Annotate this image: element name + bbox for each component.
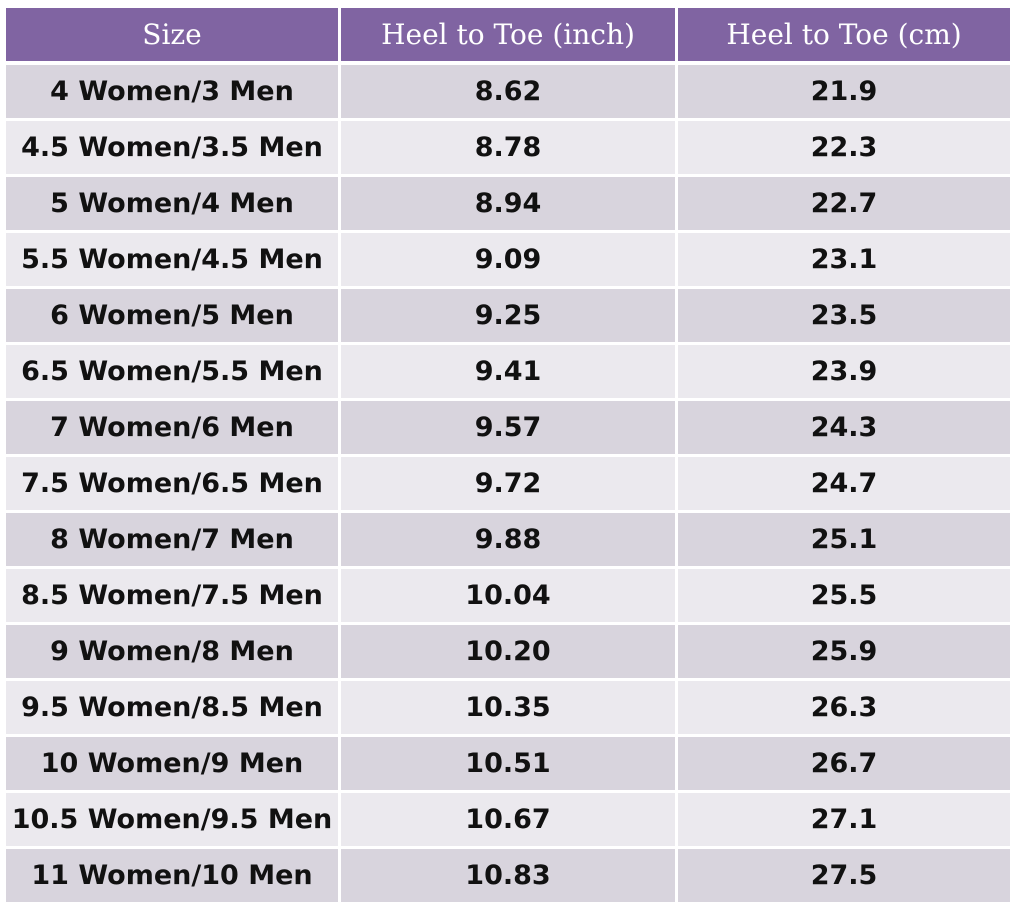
table-row: 4.5 Women/3.5 Men 8.78 22.3: [6, 121, 1010, 174]
inch-cell: 9.41: [341, 345, 675, 398]
size-cell: 7 Women/6 Men: [6, 401, 338, 454]
table-row: 9.5 Women/8.5 Men 10.35 26.3: [6, 681, 1010, 734]
table-row: 5 Women/4 Men 8.94 22.7: [6, 177, 1010, 230]
size-cell: 8.5 Women/7.5 Men: [6, 569, 338, 622]
size-cell: 6.5 Women/5.5 Men: [6, 345, 338, 398]
header-size: Size: [6, 8, 338, 61]
table-row: 7 Women/6 Men 9.57 24.3: [6, 401, 1010, 454]
inch-cell: 8.62: [341, 65, 675, 118]
inch-cell: 10.67: [341, 793, 675, 846]
inch-cell: 10.83: [341, 849, 675, 902]
table-row: 4 Women/3 Men 8.62 21.9: [6, 65, 1010, 118]
size-cell: 7.5 Women/6.5 Men: [6, 457, 338, 510]
size-cell: 10 Women/9 Men: [6, 737, 338, 790]
size-cell: 8 Women/7 Men: [6, 513, 338, 566]
inch-cell: 9.25: [341, 289, 675, 342]
size-cell: 5 Women/4 Men: [6, 177, 338, 230]
cm-cell: 27.1: [678, 793, 1010, 846]
size-cell: 11 Women/10 Men: [6, 849, 338, 902]
size-chart-table: Size Heel to Toe (inch) Heel to Toe (cm)…: [6, 8, 1010, 905]
cm-cell: 27.5: [678, 849, 1010, 902]
header-heel-to-toe-inch: Heel to Toe (inch): [341, 8, 675, 61]
table-header-row: Size Heel to Toe (inch) Heel to Toe (cm): [6, 8, 1010, 61]
cm-cell: 24.3: [678, 401, 1010, 454]
cm-cell: 22.3: [678, 121, 1010, 174]
size-cell: 5.5 Women/4.5 Men: [6, 233, 338, 286]
table-row: 5.5 Women/4.5 Men 9.09 23.1: [6, 233, 1010, 286]
table-row: 10.5 Women/9.5 Men 10.67 27.1: [6, 793, 1010, 846]
inch-cell: 9.72: [341, 457, 675, 510]
inch-cell: 9.09: [341, 233, 675, 286]
cm-cell: 26.3: [678, 681, 1010, 734]
cm-cell: 23.9: [678, 345, 1010, 398]
inch-cell: 8.94: [341, 177, 675, 230]
cm-cell: 25.9: [678, 625, 1010, 678]
inch-cell: 10.51: [341, 737, 675, 790]
cm-cell: 21.9: [678, 65, 1010, 118]
cm-cell: 25.1: [678, 513, 1010, 566]
size-cell: 10.5 Women/9.5 Men: [6, 793, 338, 846]
table-row: 8.5 Women/7.5 Men 10.04 25.5: [6, 569, 1010, 622]
cm-cell: 25.5: [678, 569, 1010, 622]
size-cell: 4 Women/3 Men: [6, 65, 338, 118]
cm-cell: 23.1: [678, 233, 1010, 286]
inch-cell: 10.04: [341, 569, 675, 622]
table-row: 6.5 Women/5.5 Men 9.41 23.9: [6, 345, 1010, 398]
header-heel-to-toe-cm: Heel to Toe (cm): [678, 8, 1010, 61]
size-cell: 9 Women/8 Men: [6, 625, 338, 678]
table-row: 6 Women/5 Men 9.25 23.5: [6, 289, 1010, 342]
cm-cell: 26.7: [678, 737, 1010, 790]
size-cell: 4.5 Women/3.5 Men: [6, 121, 338, 174]
table-row: 7.5 Women/6.5 Men 9.72 24.7: [6, 457, 1010, 510]
table-row: 11 Women/10 Men 10.83 27.5: [6, 849, 1010, 902]
inch-cell: 10.35: [341, 681, 675, 734]
cm-cell: 23.5: [678, 289, 1010, 342]
inch-cell: 9.57: [341, 401, 675, 454]
inch-cell: 9.88: [341, 513, 675, 566]
cm-cell: 22.7: [678, 177, 1010, 230]
table-row: 8 Women/7 Men 9.88 25.1: [6, 513, 1010, 566]
size-cell: 9.5 Women/8.5 Men: [6, 681, 338, 734]
cm-cell: 24.7: [678, 457, 1010, 510]
size-cell: 6 Women/5 Men: [6, 289, 338, 342]
table-row: 10 Women/9 Men 10.51 26.7: [6, 737, 1010, 790]
inch-cell: 10.20: [341, 625, 675, 678]
table-row: 9 Women/8 Men 10.20 25.9: [6, 625, 1010, 678]
inch-cell: 8.78: [341, 121, 675, 174]
